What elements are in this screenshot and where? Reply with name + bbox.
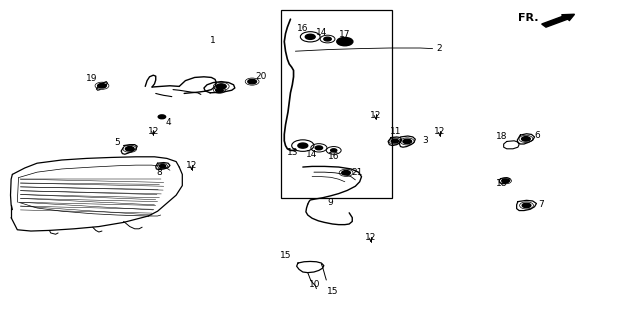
Text: 14: 14	[307, 150, 318, 159]
Circle shape	[502, 179, 509, 183]
Circle shape	[337, 37, 353, 46]
Text: 12: 12	[186, 161, 197, 170]
Circle shape	[216, 84, 226, 89]
Circle shape	[391, 139, 399, 143]
Text: 4: 4	[165, 118, 171, 127]
Text: 19: 19	[86, 74, 97, 83]
Text: 20: 20	[256, 72, 267, 81]
Text: 18: 18	[496, 179, 507, 188]
Circle shape	[315, 146, 323, 150]
Bar	[281, 10, 392, 198]
Text: 7: 7	[538, 200, 544, 209]
Circle shape	[216, 88, 223, 92]
Circle shape	[403, 139, 412, 144]
Text: 21: 21	[352, 168, 363, 177]
Circle shape	[125, 147, 134, 151]
Text: 11: 11	[390, 127, 401, 136]
FancyArrow shape	[542, 14, 575, 27]
Text: 12: 12	[365, 233, 376, 242]
Circle shape	[158, 115, 166, 119]
Text: 14: 14	[316, 28, 327, 36]
Text: 10: 10	[310, 280, 321, 289]
Circle shape	[342, 171, 350, 175]
Text: 17: 17	[339, 30, 350, 39]
Circle shape	[298, 143, 308, 148]
Text: 1: 1	[210, 36, 216, 44]
Circle shape	[522, 137, 530, 141]
Circle shape	[331, 149, 337, 152]
Text: 16: 16	[328, 152, 339, 161]
Text: 12: 12	[434, 127, 446, 136]
Circle shape	[248, 79, 256, 84]
Text: 9: 9	[328, 198, 334, 207]
Circle shape	[324, 37, 331, 41]
Text: 8: 8	[156, 168, 163, 177]
Text: 6: 6	[535, 131, 541, 140]
Text: 12: 12	[148, 127, 159, 136]
Text: 12: 12	[370, 111, 381, 120]
Text: FR.: FR.	[518, 12, 538, 23]
Text: 5: 5	[114, 138, 121, 147]
Circle shape	[159, 164, 166, 168]
Text: 16: 16	[297, 24, 308, 33]
Text: 3: 3	[422, 136, 428, 145]
Circle shape	[98, 84, 106, 88]
Text: 2: 2	[436, 44, 442, 53]
Text: 13: 13	[287, 148, 298, 157]
Circle shape	[522, 203, 531, 208]
Circle shape	[305, 34, 315, 39]
Text: 15: 15	[280, 251, 291, 260]
Text: 15: 15	[327, 287, 338, 296]
Text: 18: 18	[496, 132, 507, 141]
